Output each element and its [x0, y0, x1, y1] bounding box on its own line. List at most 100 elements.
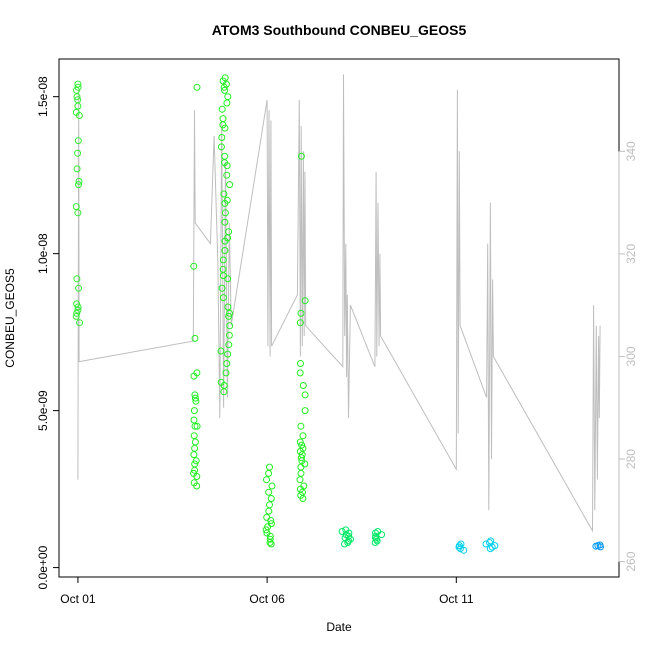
data-point [193, 482, 201, 490]
data-point [222, 369, 230, 377]
data-point [190, 432, 198, 440]
y2-tick-label: 320 [624, 244, 638, 264]
y-axis-label: CONBEU_GEOS5 [3, 268, 17, 368]
data-point [226, 181, 234, 189]
data-point [224, 234, 232, 242]
data-point [224, 303, 232, 311]
data-point [265, 488, 273, 496]
data-point [221, 209, 229, 217]
data-point [226, 322, 234, 330]
data-point [225, 331, 233, 339]
data-point [219, 294, 227, 302]
x-axis-label: Date [326, 620, 352, 634]
data-point [74, 149, 82, 157]
data-point [218, 284, 226, 292]
data-point [265, 469, 273, 477]
data-point [488, 543, 496, 551]
data-point [299, 432, 307, 440]
data-point [223, 360, 231, 367]
data-point [191, 422, 199, 430]
data-point [268, 482, 276, 490]
data-point [218, 105, 226, 113]
data-point [225, 341, 233, 349]
data-point [75, 112, 83, 119]
data-point [218, 134, 226, 141]
data-point [371, 539, 379, 546]
data-point [220, 190, 228, 198]
data-point [75, 284, 83, 292]
data-point [73, 165, 81, 173]
data-point [74, 137, 82, 145]
data-point [486, 545, 494, 553]
data-point [74, 306, 82, 314]
y-tick-label: 1.0e-08 [36, 233, 50, 274]
data-point [298, 441, 306, 449]
y2-tick-label: 280 [624, 449, 638, 469]
data-point [221, 218, 229, 226]
data-point [193, 473, 201, 480]
data-point [193, 422, 201, 430]
data-point [217, 347, 225, 355]
data-point [219, 256, 227, 264]
data-point [75, 177, 83, 185]
data-point [296, 369, 304, 377]
data-point [191, 466, 199, 474]
data-point [301, 297, 309, 305]
y-tick-label: 1.5e-08 [36, 76, 50, 117]
data-point [299, 495, 307, 502]
y2-tick-label: 340 [624, 141, 638, 161]
data-point [192, 457, 200, 465]
data-point [301, 407, 309, 415]
data-point [487, 537, 495, 545]
data-point [223, 99, 231, 107]
x-tick-label: Oct 01 [60, 592, 96, 606]
data-point [224, 350, 232, 358]
data-point [592, 542, 600, 550]
data-point [192, 397, 200, 405]
chart-title: ATOM3 Southbound CONBEU_GEOS5 [212, 22, 467, 38]
data-point [226, 309, 234, 317]
y-tick-label: 5.0e-09 [36, 390, 50, 431]
data-point [74, 303, 82, 311]
data-point [373, 537, 381, 545]
data-point [219, 272, 227, 280]
data-point [297, 454, 305, 462]
data-point [299, 382, 307, 389]
data-point [597, 543, 604, 551]
data-point [191, 334, 199, 342]
data-point [456, 545, 464, 553]
data-point [219, 121, 227, 129]
data-point [72, 312, 80, 320]
data-point [221, 159, 228, 167]
line-series [77, 74, 601, 533]
data-point [217, 143, 225, 151]
data-point [267, 495, 275, 502]
data-point [75, 181, 82, 189]
data-point [265, 507, 273, 515]
data-point [190, 262, 198, 270]
x-tick-label: Oct 11 [439, 592, 474, 606]
data-point [455, 543, 463, 551]
y-tick-label: 0.0e+00 [36, 545, 50, 589]
data-point [266, 535, 274, 543]
data-point [263, 476, 270, 484]
data-point [262, 526, 270, 534]
data-point [266, 539, 274, 546]
data-point [297, 422, 305, 430]
data-point [190, 407, 198, 415]
data-point [73, 309, 81, 317]
data-point [74, 102, 82, 110]
data-point [223, 196, 231, 204]
x-tick-label: Oct 06 [249, 592, 285, 606]
data-point [73, 93, 81, 101]
data-point [344, 539, 352, 546]
data-point [193, 83, 201, 91]
data-point [460, 546, 468, 554]
data-point [297, 152, 305, 160]
data-point [72, 203, 80, 211]
data-point [297, 360, 304, 367]
data-point [267, 517, 275, 524]
data-point [190, 372, 198, 380]
